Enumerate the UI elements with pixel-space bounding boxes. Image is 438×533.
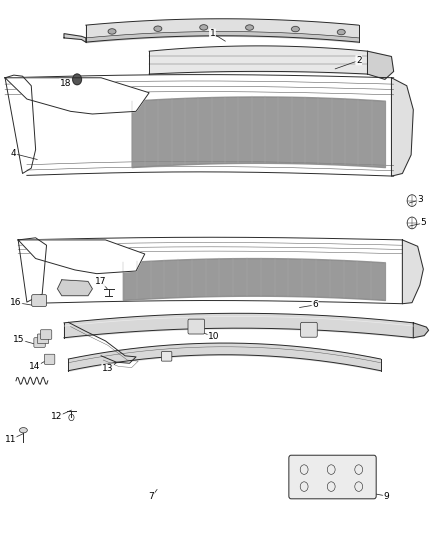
Text: 18: 18 — [60, 79, 71, 88]
Ellipse shape — [291, 27, 299, 32]
FancyBboxPatch shape — [32, 295, 46, 306]
Text: 15: 15 — [13, 335, 25, 344]
Polygon shape — [64, 34, 86, 42]
Polygon shape — [367, 51, 394, 79]
FancyBboxPatch shape — [37, 334, 49, 344]
Ellipse shape — [200, 25, 208, 30]
FancyBboxPatch shape — [289, 455, 376, 499]
FancyBboxPatch shape — [44, 354, 55, 365]
FancyBboxPatch shape — [188, 319, 205, 334]
Text: 14: 14 — [29, 362, 40, 371]
FancyBboxPatch shape — [40, 330, 52, 340]
Text: 6: 6 — [312, 300, 318, 309]
Polygon shape — [5, 78, 149, 114]
Text: 4: 4 — [11, 149, 17, 158]
Polygon shape — [57, 280, 92, 296]
Polygon shape — [18, 240, 145, 273]
Text: 17: 17 — [95, 277, 106, 286]
Ellipse shape — [108, 29, 116, 34]
Text: 7: 7 — [148, 491, 154, 500]
Text: 12: 12 — [51, 412, 62, 421]
Ellipse shape — [19, 427, 27, 433]
FancyBboxPatch shape — [161, 352, 172, 361]
Polygon shape — [413, 323, 428, 338]
Text: 11: 11 — [4, 435, 16, 444]
Ellipse shape — [154, 26, 162, 31]
Polygon shape — [403, 240, 424, 304]
Text: 5: 5 — [420, 219, 426, 228]
Ellipse shape — [337, 29, 345, 35]
Text: 9: 9 — [383, 491, 389, 500]
FancyBboxPatch shape — [34, 338, 45, 348]
Text: 13: 13 — [102, 364, 113, 373]
Polygon shape — [392, 78, 413, 176]
Circle shape — [73, 74, 81, 85]
Text: 10: 10 — [208, 332, 219, 341]
FancyBboxPatch shape — [300, 322, 317, 337]
Text: 16: 16 — [10, 298, 22, 307]
Text: 3: 3 — [417, 195, 423, 204]
Text: 1: 1 — [209, 29, 215, 38]
Ellipse shape — [246, 25, 254, 30]
Text: 2: 2 — [356, 56, 361, 64]
